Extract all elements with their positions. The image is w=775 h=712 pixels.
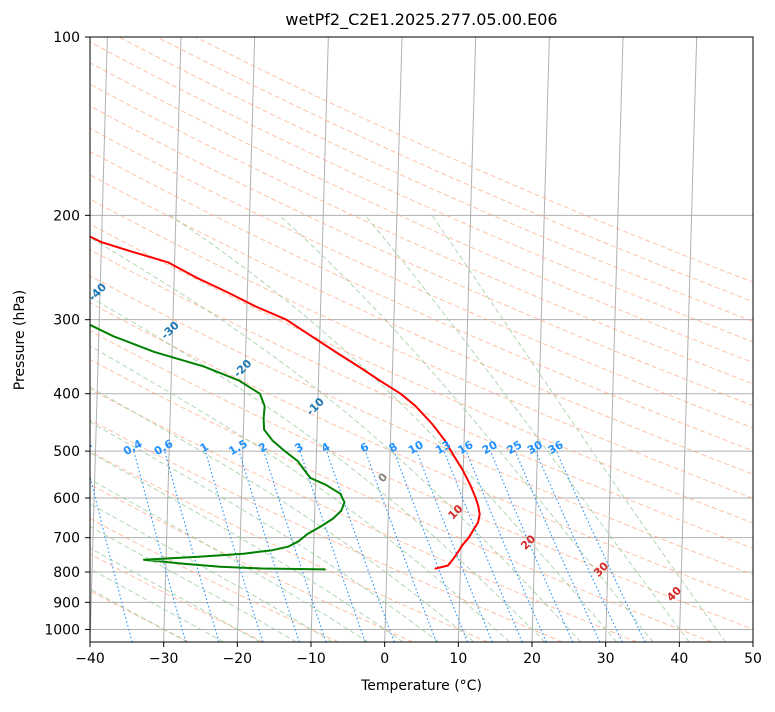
y-tick-label: 200 bbox=[53, 208, 80, 224]
dry-adiabat bbox=[90, 358, 712, 642]
dry-adiabat bbox=[90, 249, 753, 550]
mixing-ratio-line bbox=[416, 450, 493, 642]
dry-adiabat bbox=[90, 127, 753, 429]
x-tick-label: −20 bbox=[223, 651, 253, 667]
dry-adiabat bbox=[90, 451, 488, 642]
moist-adiabat bbox=[278, 214, 654, 642]
x-tick-label: 20 bbox=[523, 651, 541, 667]
isotherm-line bbox=[236, 37, 256, 642]
mixing-ratio-line bbox=[393, 450, 469, 642]
moist-adiabat bbox=[90, 451, 404, 642]
dry-adiabat bbox=[90, 174, 753, 475]
isotherm-line bbox=[384, 37, 403, 642]
dry-adiabat bbox=[90, 223, 753, 524]
mixing-ratio-line bbox=[204, 450, 264, 642]
axes: −40 −30 −20 −10 0 10 20 30 40 50 100 200 300 400 500 60… bbox=[44, 30, 762, 667]
mixing-ratio-line bbox=[364, 450, 437, 642]
dry-adiabat bbox=[90, 198, 753, 499]
mixing-ratio-line bbox=[90, 474, 133, 642]
moist-adiabat bbox=[90, 345, 510, 642]
mixing-ratio-line bbox=[465, 450, 547, 642]
mixing-ratio-line bbox=[263, 450, 327, 642]
isotherm-line bbox=[678, 37, 698, 642]
isotherm-line bbox=[457, 37, 477, 642]
y-tick-label: 100 bbox=[53, 30, 80, 46]
x-tick-label: −10 bbox=[296, 651, 326, 667]
moist-adiabat bbox=[431, 215, 726, 642]
isotherm-line bbox=[531, 37, 550, 642]
x-tick-label: −30 bbox=[149, 651, 179, 667]
x-tick-label: −40 bbox=[75, 651, 105, 667]
y-tick-label: 800 bbox=[53, 565, 80, 581]
x-tick-label: 0 bbox=[380, 651, 389, 667]
dewpoint-profile-line bbox=[90, 323, 346, 571]
isotherm-line bbox=[310, 37, 329, 642]
y-tick-label: 300 bbox=[53, 313, 80, 329]
chart-title: wetPf2_C2E1.2025.277.05.00.E06 bbox=[285, 10, 558, 29]
moist-adiabat bbox=[90, 525, 297, 642]
temperature-profile-line bbox=[90, 235, 481, 570]
moist-adiabat bbox=[90, 296, 546, 642]
mixing-ratio-line bbox=[299, 450, 366, 642]
y-tick-label: 700 bbox=[53, 531, 80, 547]
isotherm-line bbox=[752, 624, 753, 642]
dry-adiabat bbox=[90, 590, 190, 642]
y-tick-label: 1000 bbox=[44, 622, 80, 638]
y-axis-label: Pressure (hPa) bbox=[12, 289, 28, 391]
y-tick-label: 400 bbox=[53, 387, 80, 403]
moist-adiabat bbox=[364, 214, 690, 642]
mixing-ratio-line bbox=[443, 450, 523, 642]
x-tick-label: 30 bbox=[597, 651, 615, 667]
isotherm-label: -50 bbox=[13, 242, 36, 265]
y-tick-label: 900 bbox=[53, 595, 80, 611]
profile-layer bbox=[90, 235, 481, 571]
moist-adiabat bbox=[90, 237, 582, 642]
moist-adiabat bbox=[90, 503, 333, 642]
dry-adiabat bbox=[90, 483, 414, 642]
isotherm-line bbox=[163, 37, 182, 642]
dry-adiabat bbox=[90, 388, 638, 642]
mixing-ratio-line bbox=[489, 450, 574, 642]
plot-frame bbox=[89, 36, 754, 643]
dry-adiabat bbox=[90, 150, 753, 452]
dry-adiabat bbox=[90, 330, 753, 630]
x-tick-label: 40 bbox=[670, 651, 688, 667]
x-tick-label: 10 bbox=[449, 651, 467, 667]
moist-adiabat bbox=[90, 386, 475, 642]
mixing-ratio-line bbox=[238, 450, 300, 642]
isotherm-line bbox=[90, 37, 108, 642]
mixing-ratio-label: 0.2 bbox=[71, 437, 94, 458]
dry-adiabat bbox=[90, 419, 563, 642]
moist-adiabat bbox=[169, 214, 618, 642]
x-axis-label: Temperature (°C) bbox=[361, 678, 482, 694]
isotherm-line bbox=[605, 37, 624, 642]
x-tick-label: 50 bbox=[744, 651, 762, 667]
mixing-ratio-label: 0.1 bbox=[24, 437, 47, 458]
dry-adiabat bbox=[194, 37, 753, 283]
y-tick-label: 500 bbox=[53, 444, 80, 460]
mixing-ratio-line bbox=[133, 450, 187, 642]
isotherm-layer bbox=[90, 37, 753, 642]
dry-adiabat bbox=[156, 37, 753, 303]
moist-adiabat bbox=[90, 547, 261, 642]
y-tick-label: 600 bbox=[53, 491, 80, 507]
